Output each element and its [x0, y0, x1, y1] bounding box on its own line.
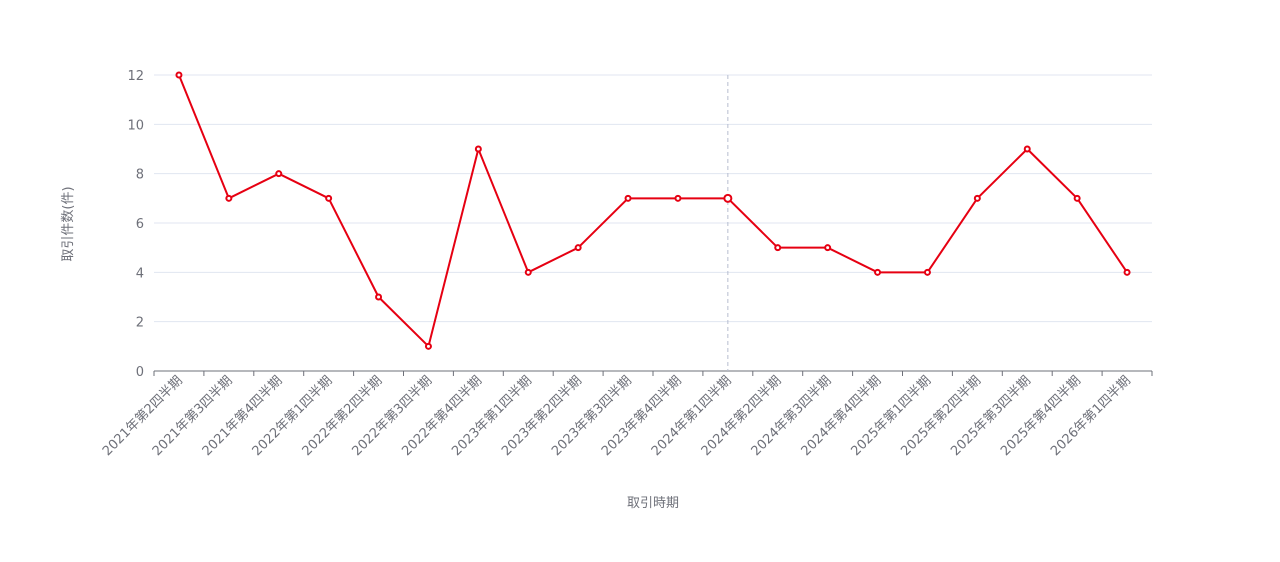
- data-point[interactable]: [674, 194, 682, 202]
- data-point[interactable]: [923, 268, 931, 276]
- data-point[interactable]: [824, 244, 832, 252]
- y-tick-label: 8: [136, 168, 144, 183]
- data-point[interactable]: [325, 194, 333, 202]
- data-point[interactable]: [175, 71, 183, 79]
- data-point[interactable]: [774, 244, 782, 252]
- grid: [154, 74, 1152, 323]
- axes: 0246810122021年第2四半期2021年第3四半期2021年第4四半期2…: [100, 69, 1153, 459]
- y-tick-label: 0: [136, 365, 144, 380]
- y-axis-title: 取引件数(件): [61, 186, 76, 261]
- data-point[interactable]: [1073, 194, 1081, 202]
- data-point[interactable]: [375, 293, 383, 301]
- data-point[interactable]: [624, 194, 632, 202]
- data-point[interactable]: [1023, 145, 1031, 153]
- x-axis-title: 取引時期: [627, 496, 679, 511]
- y-tick-label: 2: [136, 316, 144, 331]
- labels: 取引時期 取引件数(件): [61, 186, 679, 511]
- data-point[interactable]: [973, 194, 981, 202]
- y-tick-label: 4: [136, 266, 144, 281]
- data-point[interactable]: [225, 194, 233, 202]
- data-point[interactable]: [474, 145, 482, 153]
- data-point[interactable]: [874, 268, 882, 276]
- data-point[interactable]: [524, 268, 532, 276]
- data-point[interactable]: [574, 244, 582, 252]
- data-point[interactable]: [424, 342, 432, 350]
- y-tick-label: 6: [136, 217, 144, 232]
- data-point[interactable]: [1123, 268, 1131, 276]
- series: [175, 71, 1131, 350]
- data-point[interactable]: [723, 193, 733, 203]
- series-line: [178, 74, 1128, 348]
- y-tick-label: 12: [127, 69, 144, 84]
- data-point[interactable]: [275, 170, 283, 178]
- y-tick-label: 10: [127, 118, 144, 133]
